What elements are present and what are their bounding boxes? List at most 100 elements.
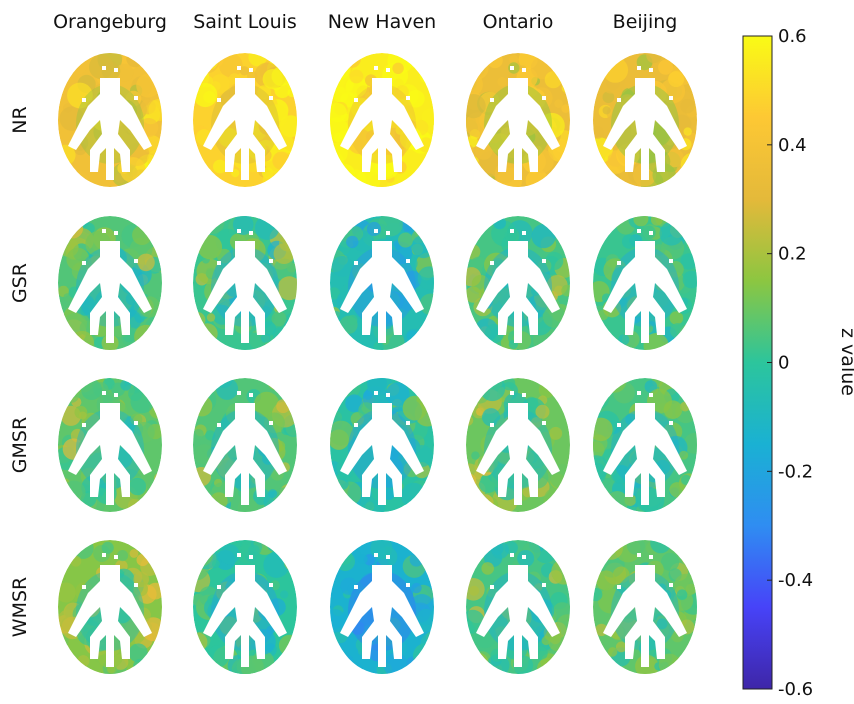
brain-map-texture — [541, 635, 551, 646]
brain-map-texture — [618, 334, 630, 346]
brain-map-texture — [644, 380, 658, 393]
brain-map-texture — [679, 450, 689, 460]
brain-map-texture — [406, 330, 419, 342]
brain-map-ventricle — [340, 78, 424, 180]
brain-map-texture — [132, 225, 152, 245]
brain-map-speckle — [106, 645, 110, 649]
brain-map-speckle — [217, 585, 221, 589]
colorbar-tick-label: 0.4 — [778, 135, 807, 156]
colorbar-label: z value — [837, 328, 854, 396]
brain-map-texture — [58, 582, 76, 603]
brain-map-texture — [622, 234, 637, 249]
brain-map-texture — [661, 552, 680, 571]
brain-map-speckle — [245, 327, 249, 331]
brain-map-texture — [133, 421, 155, 444]
brain-map-ventricle — [203, 403, 287, 505]
brain-map-texture — [58, 378, 73, 398]
brain-map-texture — [551, 559, 570, 585]
brain-map-texture — [358, 554, 368, 564]
brain-map-texture — [286, 73, 297, 90]
brain-map-texture — [542, 305, 566, 328]
brain-map-texture — [193, 429, 204, 440]
brain-map-texture — [650, 540, 671, 554]
brain-map-speckle — [637, 66, 641, 70]
brain-map-speckle — [134, 259, 138, 263]
brain-map — [330, 540, 434, 674]
brain-map-speckle — [649, 393, 653, 397]
colorbar-tick-label: 0.6 — [778, 26, 807, 47]
brain-map-speckle — [637, 229, 641, 233]
brain-map-texture — [471, 274, 490, 294]
brain-map-texture — [466, 561, 477, 572]
brain-map-ventricle — [340, 403, 424, 505]
brain-map-speckle — [641, 321, 645, 325]
brain-map-texture — [128, 643, 148, 663]
brain-map-texture — [284, 55, 297, 69]
brain-map-speckle — [102, 66, 106, 70]
brain-map-texture — [268, 378, 278, 385]
brain-map-texture — [205, 267, 216, 278]
brain-map-texture — [680, 378, 697, 394]
brain-map-speckle — [82, 585, 86, 589]
brain-map-texture — [549, 426, 563, 440]
brain-map-texture — [593, 655, 613, 674]
brain-map-texture — [641, 225, 656, 240]
brain-map-texture — [466, 55, 489, 80]
brain-map-texture — [593, 126, 605, 139]
brain-map-texture — [593, 332, 604, 346]
brain-map-texture — [597, 220, 611, 234]
brain-map-speckle — [269, 96, 273, 100]
brain-map-texture — [682, 270, 697, 289]
brain-map-texture — [193, 543, 214, 567]
brain-map-speckle — [617, 98, 621, 102]
brain-map-texture — [677, 542, 690, 555]
brain-map-speckle — [354, 585, 358, 589]
brain-map-speckle — [378, 321, 382, 325]
column-label-new-haven: New Haven — [328, 11, 436, 33]
brain-map-speckle — [378, 158, 382, 162]
brain-map-texture — [279, 378, 297, 395]
brain-map-texture — [509, 54, 519, 65]
brain-map-ventricle — [203, 78, 287, 180]
brain-map-speckle — [669, 259, 673, 263]
brain-map-texture — [544, 71, 562, 89]
brain-map-speckle — [542, 259, 546, 263]
brain-map-texture — [680, 152, 697, 178]
brain-map-texture — [58, 483, 67, 496]
brain-map-texture — [415, 381, 430, 396]
brain-map-texture — [468, 652, 489, 673]
brain-map-texture — [248, 53, 267, 67]
brain-map-texture — [602, 91, 615, 104]
brain-map — [593, 216, 697, 350]
brain-map-texture — [205, 53, 224, 68]
brain-map-texture — [330, 586, 343, 600]
brain-map-speckle — [354, 261, 358, 265]
brain-map-texture — [72, 540, 94, 559]
brain-map-texture — [201, 218, 210, 227]
brain-map-speckle — [354, 98, 358, 102]
brain-map-texture — [643, 333, 669, 350]
brain-map-texture — [193, 53, 211, 71]
brain-map-texture — [552, 378, 570, 390]
brain-map — [593, 540, 697, 674]
brain-map-texture — [604, 662, 622, 674]
brain-map-texture — [345, 394, 363, 413]
brain-map-texture — [593, 216, 609, 235]
brain-map — [593, 53, 697, 187]
brain-map-texture — [116, 550, 129, 562]
brain-map-texture — [398, 232, 413, 248]
brain-map-texture — [336, 478, 349, 490]
brain-map-speckle — [617, 423, 621, 427]
brain-map-texture — [62, 480, 86, 504]
brain-map-speckle — [649, 555, 653, 559]
brain-map-texture — [278, 634, 297, 657]
brain-map-texture — [593, 170, 606, 187]
brain-map-speckle — [217, 261, 221, 265]
brain-map-texture — [59, 653, 71, 665]
brain-map-texture — [554, 53, 567, 64]
brain-map-texture — [676, 589, 688, 600]
brain-map-speckle — [522, 393, 526, 397]
brain-map-ventricle — [603, 403, 687, 505]
brain-map-texture — [330, 102, 347, 123]
brain-map-texture — [383, 488, 395, 500]
